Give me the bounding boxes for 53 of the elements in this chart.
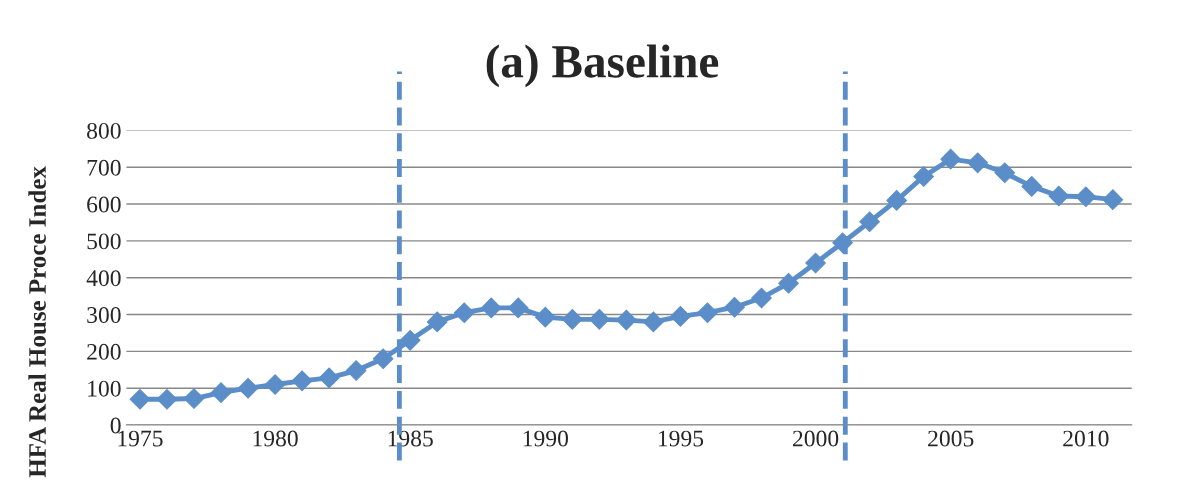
point — [994, 162, 1016, 184]
point — [1021, 176, 1043, 197]
x-tick-label: 1995 — [658, 430, 704, 447]
point — [940, 148, 962, 170]
y-tick-label: 200 — [87, 343, 121, 360]
point — [399, 329, 421, 351]
point — [1048, 185, 1070, 207]
point — [507, 297, 529, 319]
point — [264, 374, 286, 395]
x-tick-label: 2010 — [1063, 430, 1109, 447]
point — [1102, 189, 1124, 210]
y-tick-label: 800 — [87, 122, 121, 139]
point — [859, 211, 880, 233]
x-tick-label: 1990 — [523, 430, 569, 447]
point — [129, 388, 151, 410]
point — [480, 297, 502, 319]
chart-title: (a) Baseline — [486, 44, 719, 88]
point — [886, 190, 907, 211]
point — [237, 377, 259, 399]
x-tick-label: 2005 — [928, 430, 974, 447]
point — [210, 382, 232, 403]
y-axis-title: HFA Real House Proce Index — [28, 166, 46, 478]
point — [643, 311, 664, 333]
point — [589, 309, 610, 330]
point — [913, 166, 935, 187]
x-tick-label: 1985 — [388, 430, 433, 447]
y-tick-label: 700 — [87, 159, 121, 176]
y-tick-label: 500 — [87, 233, 121, 250]
point — [426, 311, 448, 333]
point — [318, 367, 340, 389]
point — [562, 309, 583, 330]
point — [156, 388, 178, 410]
y-tick-label: 600 — [87, 196, 121, 213]
point — [183, 388, 205, 409]
point — [670, 306, 691, 327]
point — [372, 348, 394, 370]
point — [291, 370, 313, 392]
x-tick-label: 2000 — [792, 430, 839, 447]
point — [778, 272, 799, 294]
point — [697, 302, 718, 324]
x-tick-label: 1980 — [253, 430, 298, 447]
point — [616, 309, 637, 331]
point — [805, 252, 826, 274]
point — [967, 152, 989, 174]
point — [1075, 186, 1097, 208]
point — [534, 306, 556, 328]
y-tick-label: 100 — [88, 380, 121, 397]
point — [453, 302, 475, 324]
y-tick-label: 300 — [87, 307, 121, 323]
point — [724, 296, 745, 318]
point — [345, 360, 367, 381]
point — [751, 287, 772, 309]
y-tick-label: 400 — [86, 270, 121, 287]
